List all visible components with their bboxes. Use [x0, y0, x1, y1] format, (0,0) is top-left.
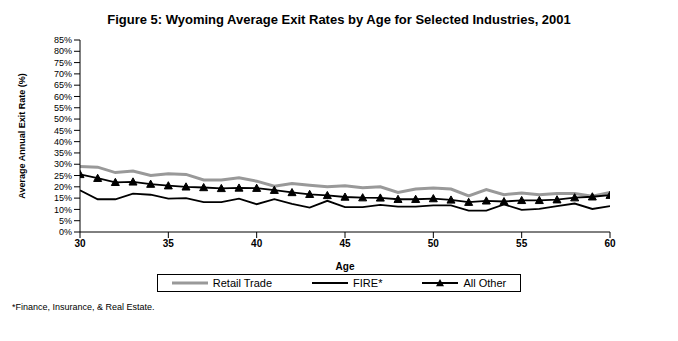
- svg-text:40%: 40%: [54, 137, 72, 147]
- html-text:*Finance, Insurance, & Real Es: *Finance, Insurance, & Real Estate.: [12, 302, 155, 312]
- svg-text:15%: 15%: [54, 193, 72, 203]
- svg-text:60: 60: [604, 238, 616, 249]
- svg-text:25%: 25%: [54, 171, 72, 181]
- svg-text:30%: 30%: [54, 159, 72, 169]
- svg-text:80%: 80%: [54, 46, 72, 56]
- svg-text:20%: 20%: [54, 182, 72, 192]
- svg-text:50: 50: [428, 238, 440, 249]
- svg-text:55: 55: [516, 238, 528, 249]
- html-text:All Other: All Other: [463, 277, 507, 289]
- svg-text:75%: 75%: [54, 58, 72, 68]
- html-text:Retail Trade: Retail Trade: [212, 277, 273, 289]
- svg-text:Age: Age: [336, 261, 355, 272]
- svg-text:70%: 70%: [54, 69, 72, 79]
- svg-text:Average Annual Exit Rate (%): Average Annual Exit Rate (%): [17, 73, 27, 198]
- html-text:FIRE*: FIRE*: [353, 277, 383, 289]
- svg-text:45%: 45%: [54, 126, 72, 136]
- svg-text:40: 40: [251, 238, 263, 249]
- svg-text:50%: 50%: [54, 114, 72, 124]
- svg-text:60%: 60%: [54, 92, 72, 102]
- svg-text:35%: 35%: [54, 148, 72, 158]
- svg-text:85%: 85%: [54, 35, 72, 45]
- svg-text:30: 30: [74, 238, 86, 249]
- svg-text:5%: 5%: [59, 216, 72, 226]
- svg-text:45: 45: [339, 238, 351, 249]
- svg-text:0%: 0%: [59, 227, 72, 237]
- svg-text:35: 35: [163, 238, 175, 249]
- svg-text:55%: 55%: [54, 103, 72, 113]
- html-text:Figure 5: Wyoming Average Exit: Figure 5: Wyoming Average Exit Rates by …: [107, 12, 571, 27]
- svg-text:65%: 65%: [54, 80, 72, 90]
- svg-text:10%: 10%: [54, 205, 72, 215]
